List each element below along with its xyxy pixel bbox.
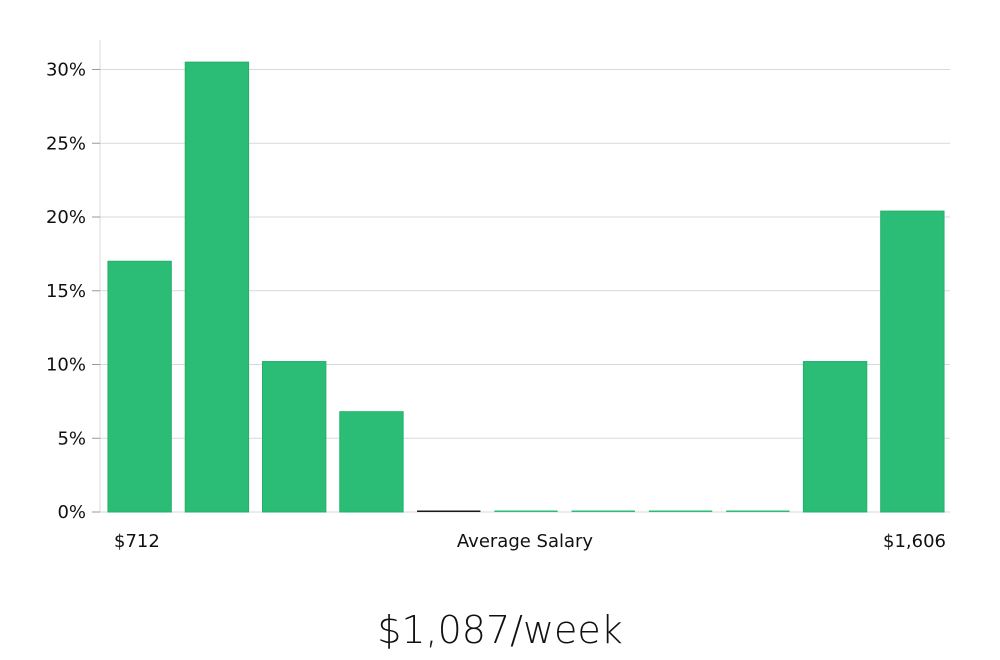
y-tick-label: 15% (46, 281, 86, 302)
bar-7 (571, 510, 635, 512)
bar-10 (802, 361, 868, 513)
average-weekly-salary: $1,087/week (377, 608, 623, 652)
y-tick-label: 20% (46, 207, 86, 228)
bar-2 (184, 61, 250, 513)
bar-6 (494, 510, 558, 512)
y-tick-label: 10% (46, 355, 86, 376)
y-tick-label: 25% (46, 133, 86, 154)
bar-3 (262, 361, 327, 513)
bar-11 (880, 210, 945, 513)
salary-histogram: 0% 5% 10% 15% 20% 25% 30% $712 Average Salary $1,… (46, 40, 950, 552)
x-max-label: $1,606 (883, 531, 946, 552)
y-tick-label: 30% (46, 60, 86, 81)
bar-5 (417, 510, 481, 512)
x-min-label: $712 (114, 531, 160, 552)
x-axis-title: Average Salary (457, 531, 594, 552)
bar-9 (726, 510, 790, 512)
y-tick-label: 0% (57, 502, 86, 523)
y-tick-label: 5% (57, 428, 86, 449)
salary-histogram-svg: 0% 5% 10% 15% 20% 25% 30% $712 Average Salary $1,… (46, 40, 950, 552)
bar-8 (648, 510, 713, 512)
bar-1 (107, 260, 172, 513)
bar-4 (339, 411, 404, 513)
